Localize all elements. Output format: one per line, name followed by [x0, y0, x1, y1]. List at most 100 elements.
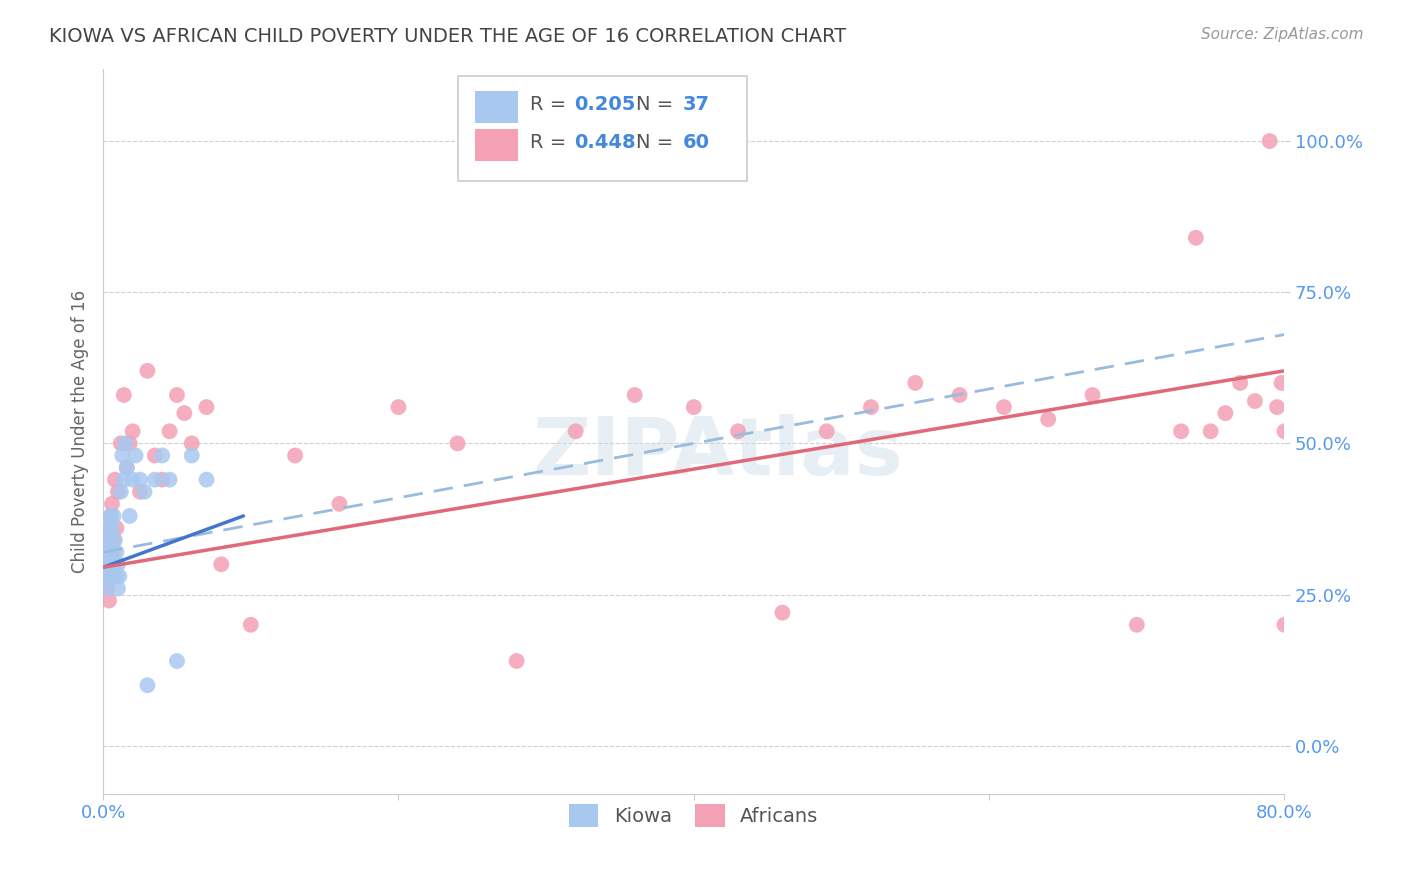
Y-axis label: Child Poverty Under the Age of 16: Child Poverty Under the Age of 16 — [72, 290, 89, 573]
Point — [121, 424, 143, 438]
Point — [107, 582, 129, 596]
Text: 0.448: 0.448 — [575, 133, 636, 152]
Point — [103, 508, 125, 523]
Point — [98, 521, 121, 535]
Point — [94, 582, 117, 596]
Point — [166, 388, 188, 402]
Point — [1274, 617, 1296, 632]
Point — [180, 436, 202, 450]
Text: 37: 37 — [683, 95, 710, 114]
Text: N =: N = — [636, 133, 679, 152]
Point — [159, 424, 181, 438]
Point — [180, 449, 202, 463]
Point — [505, 654, 527, 668]
Point — [105, 545, 128, 559]
Point — [111, 449, 134, 463]
Point — [100, 508, 122, 523]
Point — [108, 569, 131, 583]
Point — [195, 473, 218, 487]
Point — [103, 545, 125, 559]
Point — [121, 473, 143, 487]
Point — [328, 497, 350, 511]
Point — [112, 388, 135, 402]
Point — [104, 533, 127, 548]
Text: R =: R = — [530, 95, 572, 114]
Point — [143, 473, 166, 487]
Point — [143, 449, 166, 463]
Point — [112, 473, 135, 487]
Point — [150, 473, 173, 487]
Point — [115, 460, 138, 475]
Point — [101, 558, 124, 572]
Point — [623, 388, 645, 402]
Point — [124, 449, 146, 463]
Point — [103, 533, 125, 548]
Point — [110, 484, 132, 499]
Point — [94, 545, 117, 559]
Point — [239, 617, 262, 632]
Point — [107, 484, 129, 499]
Point — [105, 521, 128, 535]
Point — [101, 545, 124, 559]
Point — [727, 424, 749, 438]
Point — [387, 400, 409, 414]
Point — [1038, 412, 1060, 426]
Point — [94, 533, 117, 548]
Point — [94, 569, 117, 583]
Point — [173, 406, 195, 420]
FancyBboxPatch shape — [457, 76, 747, 181]
Text: 60: 60 — [683, 133, 710, 152]
Point — [110, 436, 132, 450]
Point — [1126, 617, 1149, 632]
Point — [1199, 424, 1222, 438]
Point — [993, 400, 1015, 414]
Point — [100, 569, 122, 583]
Point — [1215, 406, 1237, 420]
Point — [136, 364, 159, 378]
Point — [101, 521, 124, 535]
Point — [166, 654, 188, 668]
Text: Source: ZipAtlas.com: Source: ZipAtlas.com — [1201, 27, 1364, 42]
Point — [93, 558, 115, 572]
Point — [682, 400, 704, 414]
Point — [859, 400, 882, 414]
Point — [134, 484, 156, 499]
Point — [98, 593, 121, 607]
Point — [118, 508, 141, 523]
Point — [1229, 376, 1251, 390]
Point — [115, 460, 138, 475]
Point — [159, 473, 181, 487]
Point — [129, 484, 152, 499]
Point — [284, 449, 307, 463]
Point — [150, 449, 173, 463]
Point — [195, 400, 218, 414]
Legend: Kiowa, Africans: Kiowa, Africans — [561, 796, 827, 835]
Text: ZIPAtlas: ZIPAtlas — [531, 414, 903, 492]
Point — [118, 436, 141, 450]
Point — [1170, 424, 1192, 438]
Point — [1244, 394, 1267, 409]
Point — [114, 436, 136, 450]
Text: 0.205: 0.205 — [575, 95, 636, 114]
Point — [103, 569, 125, 583]
Point — [904, 376, 927, 390]
Point — [815, 424, 838, 438]
Point — [96, 582, 118, 596]
Point — [1274, 424, 1296, 438]
Point — [104, 473, 127, 487]
Text: KIOWA VS AFRICAN CHILD POVERTY UNDER THE AGE OF 16 CORRELATION CHART: KIOWA VS AFRICAN CHILD POVERTY UNDER THE… — [49, 27, 846, 45]
Text: R =: R = — [530, 133, 572, 152]
Point — [93, 558, 115, 572]
Point — [98, 521, 121, 535]
Point — [136, 678, 159, 692]
Text: N =: N = — [636, 95, 679, 114]
Point — [1185, 231, 1208, 245]
Point — [101, 497, 124, 511]
Point — [100, 558, 122, 572]
Point — [949, 388, 972, 402]
Point — [107, 558, 129, 572]
Point — [104, 558, 127, 572]
Point — [209, 558, 232, 572]
FancyBboxPatch shape — [475, 91, 517, 123]
Point — [770, 606, 793, 620]
